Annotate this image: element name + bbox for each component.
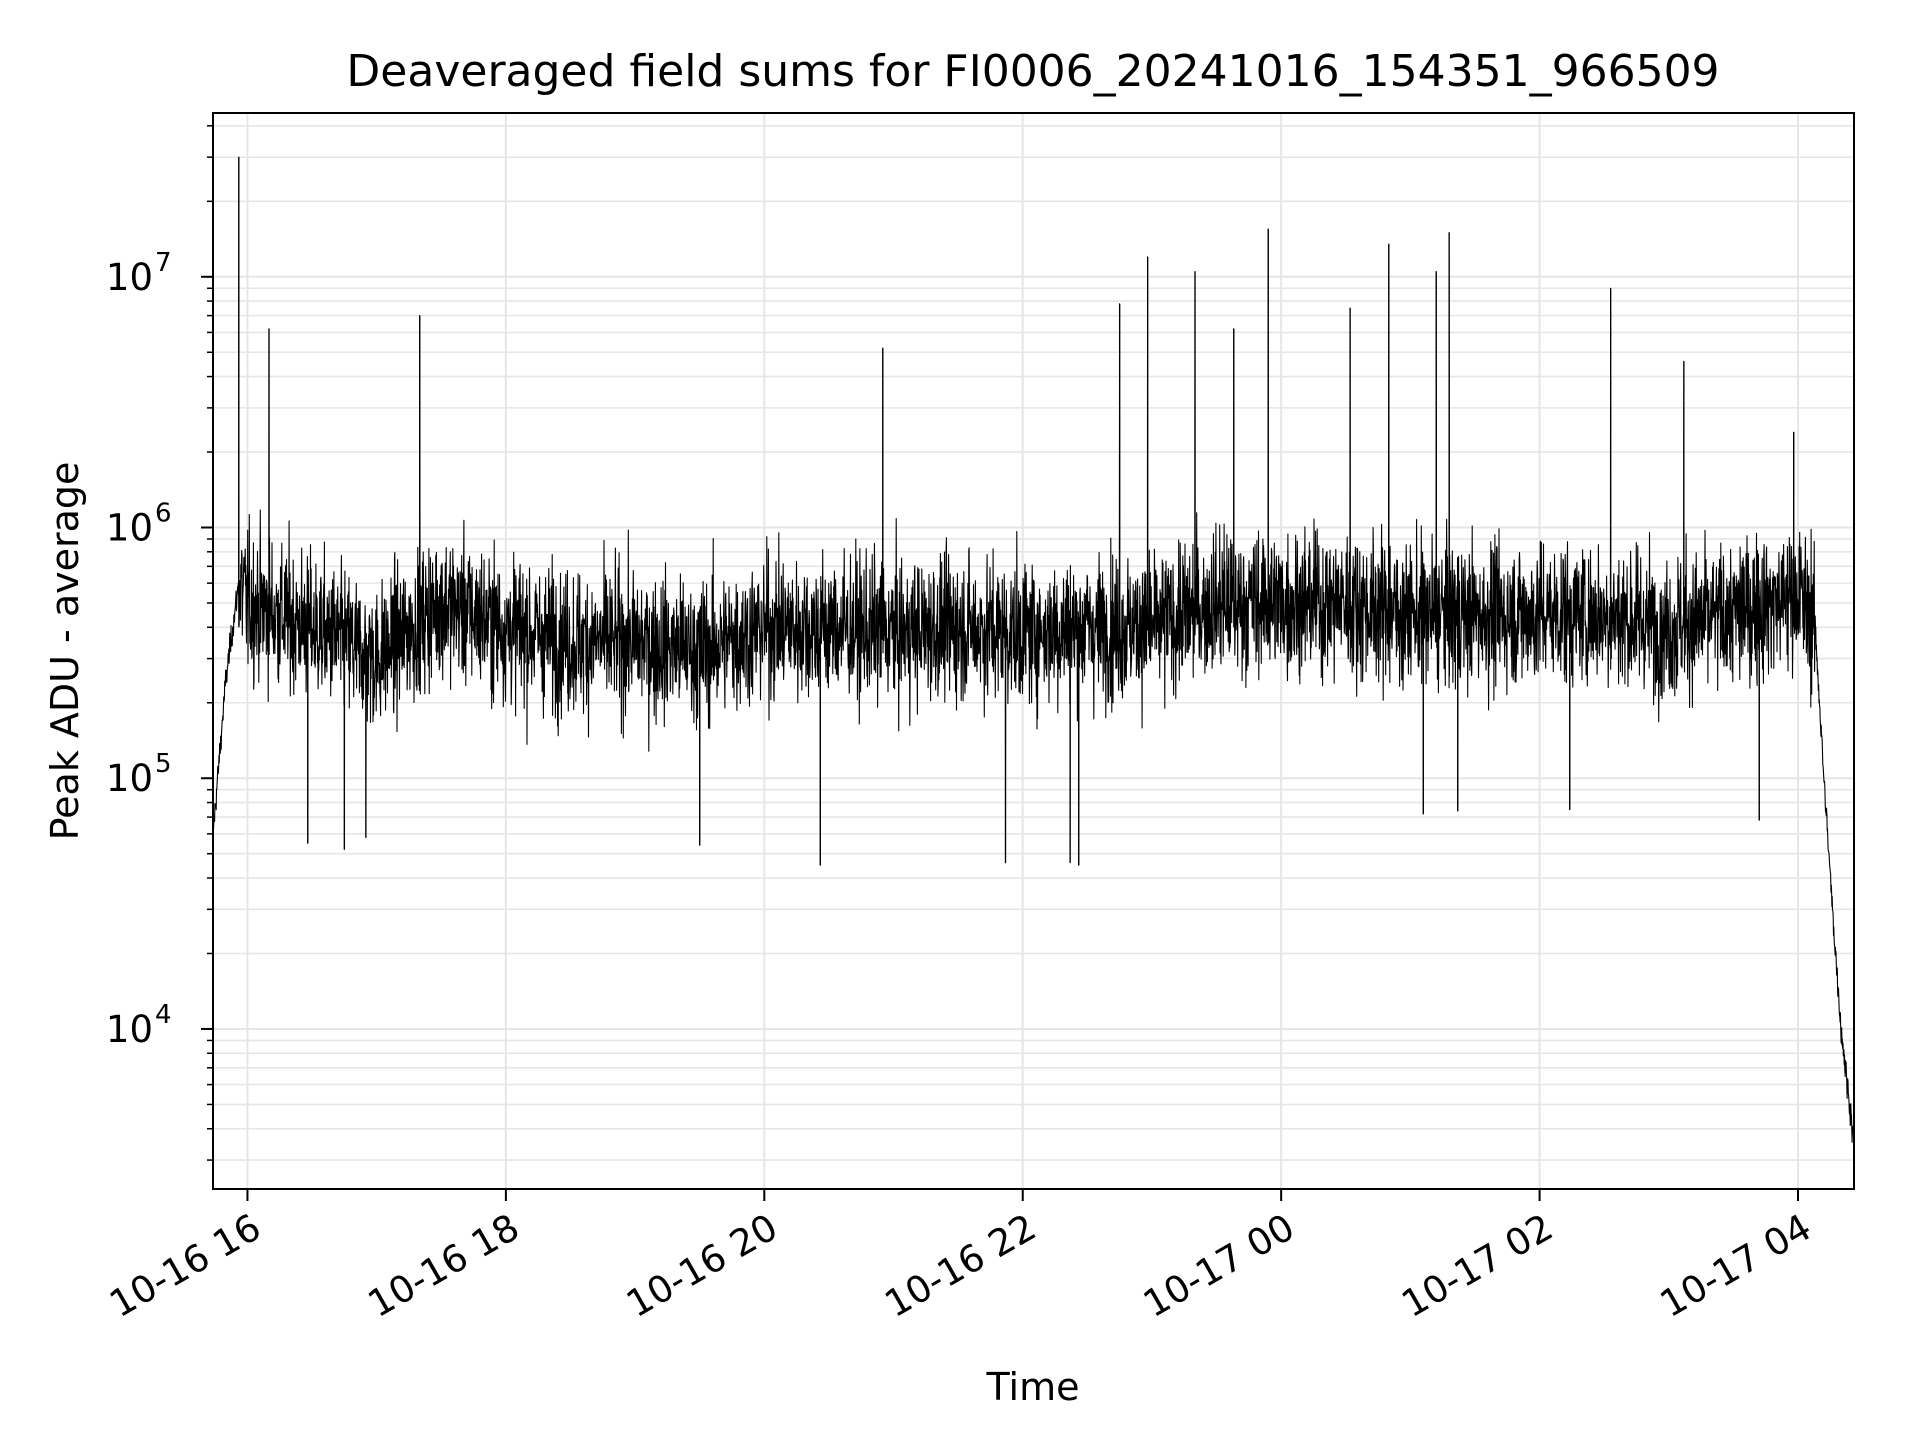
grid-lines [213, 113, 1854, 1189]
y-tick-label: 10 [106, 507, 153, 550]
y-tick-exponent: 5 [155, 749, 172, 779]
x-axis-label: Time [986, 1365, 1080, 1409]
series-line [212, 156, 1855, 1146]
y-tick-label: 10 [106, 757, 153, 800]
y-tick-label: 10 [106, 1008, 153, 1051]
chart-title: Deaveraged field sums for FI0006_2024101… [346, 46, 1719, 97]
y-axis-label: Peak ADU - average [43, 462, 87, 841]
y-tick-exponent: 4 [155, 1000, 172, 1030]
y-tick-exponent: 7 [155, 248, 172, 278]
y-tick-exponent: 6 [155, 499, 172, 529]
y-tick-label: 10 [106, 256, 153, 299]
data-series-line [212, 156, 1855, 1146]
plot-frame [212, 112, 1855, 1190]
